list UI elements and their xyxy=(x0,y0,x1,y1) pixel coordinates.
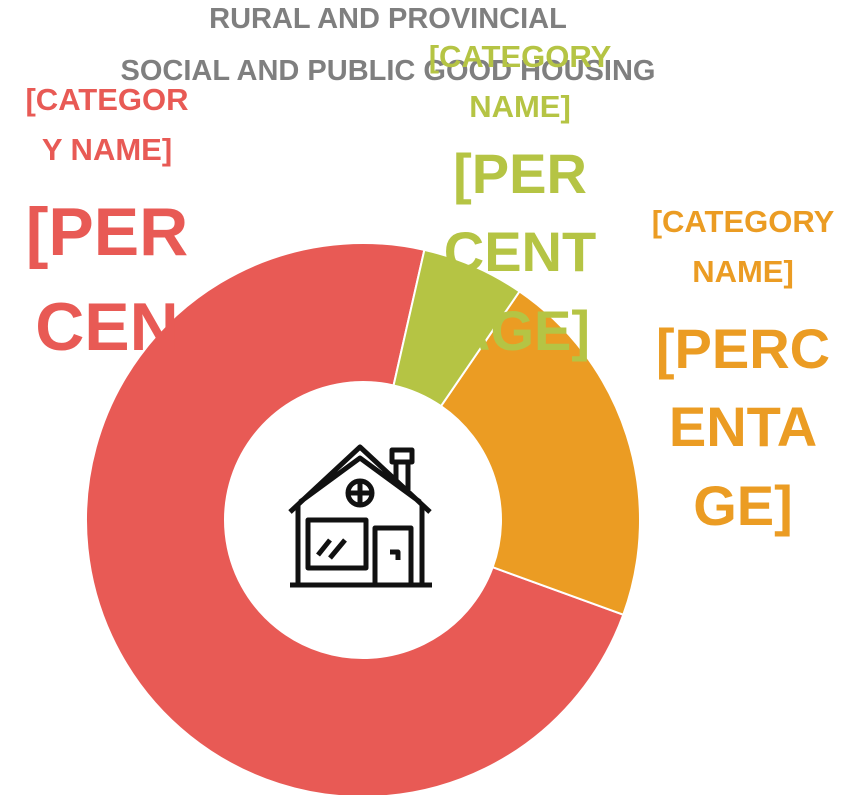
donut-slice xyxy=(85,242,625,795)
value-label: [PERCENTAGE] xyxy=(655,317,831,537)
value-label: [PERCENTAGE] xyxy=(25,194,189,366)
category-label: [CATEGORY NAME] xyxy=(651,204,835,289)
donut-slice xyxy=(439,290,641,617)
value-label: [PERCENTAGE] xyxy=(443,142,597,362)
category-label: [CATEGORY NAME] xyxy=(428,39,612,124)
chart-title: RURAL AND PROVINCIAL xyxy=(209,3,567,35)
category-label: [CATEGORY NAME] xyxy=(25,82,189,167)
house-icon xyxy=(288,444,432,588)
chart-subtitle: SOCIAL AND PUBLIC GOOD HOUSING xyxy=(120,55,656,87)
donut-slice xyxy=(392,248,521,408)
